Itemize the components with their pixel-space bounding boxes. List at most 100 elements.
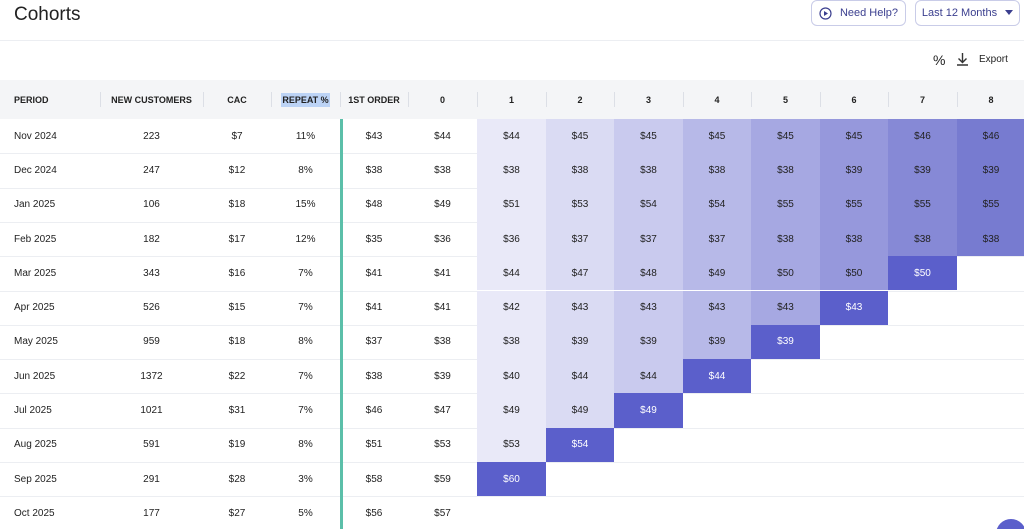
cohort-cell: $38 [546,153,614,188]
cohort-cell: $55 [751,187,820,222]
cohort-cell: $38 [751,221,820,257]
table-cell: $39 [434,370,451,382]
header-separator [340,92,341,107]
cohort-cell: $39 [683,324,751,360]
table-cell: Dec 2024 [14,164,57,176]
column-header: REPEAT % [271,80,340,119]
table-cell: Aug 2025 [14,439,57,451]
cohort-cell: $54 [683,187,751,222]
download-icon [957,53,968,66]
header-separator [614,92,615,107]
cohort-cell: $49 [477,393,546,428]
cohort-cell: $46 [888,119,957,154]
cohort-cell: $44 [546,359,614,394]
table-cell: $51 [365,439,383,451]
table-cell: Oct 2025 [14,507,55,519]
cohort-cell: $36 [477,221,546,257]
table-cell: $56 [365,507,383,519]
cohort-cell: $39 [614,324,683,360]
table-cell: 8% [298,164,313,176]
column-header: 3 [645,94,651,105]
header-separator [820,92,821,107]
header-separator [408,92,409,107]
table-cell: $16 [228,267,246,279]
header-separator [203,92,204,107]
table-cell: 591 [143,439,160,451]
table-cell: $37 [365,336,383,348]
column-header: PERIOD [14,94,49,105]
cohort-cell: $38 [614,153,683,188]
table-cell: 959 [143,336,160,348]
play-icon [819,6,832,20]
header-separator [477,92,478,107]
cohort-cell: $38 [683,153,751,188]
table-cell: $38 [434,336,451,348]
column-header: 8 [988,94,994,105]
cohort-cell: $46 [957,119,1024,154]
table-cell: $53 [434,439,451,451]
range-button[interactable]: Last 12 Months [915,0,1020,26]
table-cell: Apr 2025 [14,302,55,314]
table-cell: 7% [298,370,313,382]
table-cell: $41 [365,302,383,314]
column-header: 0 [439,94,445,105]
cohort-table: PERIOD NEW CUSTOMERS CAC REPEAT % 1ST ORDER 0… [0,80,1024,529]
table-cell: 5% [298,507,313,519]
table-cell: 106 [143,199,160,211]
table-cell: $41 [434,302,451,314]
cohort-cell: $39 [751,324,820,360]
table-cell: $47 [434,405,451,417]
table-cell: 8% [298,439,313,451]
table-cell: $38 [365,370,383,382]
table-cell: $38 [434,164,451,176]
table-cell: 1372 [140,370,163,382]
table-cell: $43 [365,130,383,142]
cohort-cell: $50 [888,256,957,291]
cohort-cell: $38 [820,221,888,257]
header-separator [271,92,272,107]
cohort-cell: $54 [614,187,683,222]
table-cell: $17 [228,233,246,245]
column-header: CAC [227,94,247,105]
cohort-cell: $39 [888,153,957,188]
table-cell: 291 [143,473,160,485]
table-cell: 12% [295,233,316,245]
table-cell: $31 [228,405,246,417]
cohort-cell: $42 [477,290,546,325]
table-cell: Mar 2025 [14,267,57,279]
header-row [0,80,1024,119]
cohort-cell: $44 [614,359,683,394]
table-cell: Jan 2025 [14,199,56,211]
table-cell: $28 [228,473,246,485]
help-button[interactable]: Need Help? [811,0,906,26]
cohort-cell: $54 [546,427,614,462]
table-cell: 7% [298,267,313,279]
table-cell: $27 [228,507,246,519]
export-button[interactable]: Export [956,52,1008,66]
cohort-cell: $43 [751,290,820,325]
chat-bubble[interactable] [996,519,1024,529]
table-cell: 247 [143,164,160,176]
table-cell: $36 [434,233,451,245]
table-cell: $38 [365,164,383,176]
cohort-cell: $45 [546,119,614,154]
table-cell: $7 [231,130,243,142]
cohort-cell: $55 [820,187,888,222]
table-cell: 7% [298,405,313,417]
cohort-cell: $38 [477,324,546,360]
cohort-cell: $45 [751,119,820,154]
column-header: NEW CUSTOMERS [111,94,192,105]
header-separator [546,92,547,107]
cohort-cell: $49 [683,256,751,291]
cohort-cell: $37 [614,221,683,257]
cohort-cell: $43 [546,290,614,325]
percent-toggle[interactable]: % [933,52,946,68]
table-cell: $44 [434,130,451,142]
cohort-cell: $53 [546,187,614,222]
cohort-cell: $39 [546,324,614,360]
cohort-cell: $51 [477,187,546,222]
table-cell: $41 [365,267,383,279]
export-label: Export [979,53,1008,65]
table-cell: 182 [143,233,160,245]
